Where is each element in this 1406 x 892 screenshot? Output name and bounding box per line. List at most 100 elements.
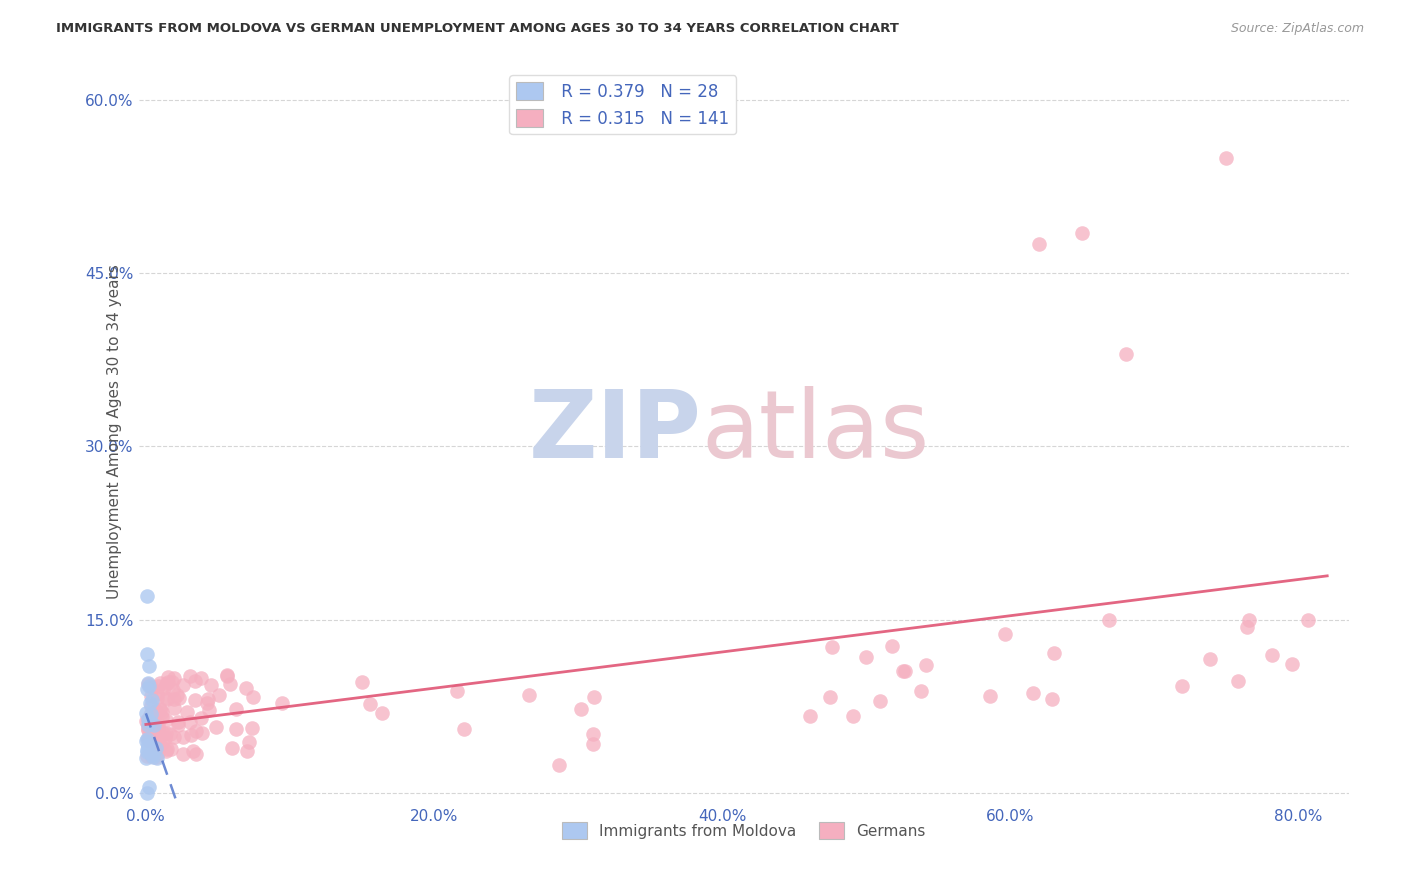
Point <box>569 701 592 715</box>
Point <box>179 668 201 682</box>
Point <box>1171 680 1194 694</box>
Point <box>1040 692 1063 706</box>
Point <box>842 708 865 723</box>
Point <box>184 747 207 761</box>
Point <box>146 746 169 760</box>
Point <box>136 590 159 604</box>
Point <box>148 739 170 753</box>
Point <box>141 693 163 707</box>
Point <box>149 701 172 715</box>
Point <box>155 690 177 705</box>
Point <box>225 723 247 737</box>
Point <box>270 696 292 710</box>
Point <box>136 732 159 747</box>
Point <box>136 719 159 733</box>
Point <box>1115 347 1137 361</box>
Point <box>583 690 606 704</box>
Point <box>136 732 159 747</box>
Text: Source: ZipAtlas.com: Source: ZipAtlas.com <box>1230 22 1364 36</box>
Point <box>582 737 605 751</box>
Point <box>162 683 184 698</box>
Point <box>190 671 212 685</box>
Point <box>142 714 165 729</box>
Point <box>166 688 188 702</box>
Point <box>145 739 167 754</box>
Point <box>453 723 475 737</box>
Point <box>163 671 186 685</box>
Point <box>181 744 204 758</box>
Point <box>242 690 264 704</box>
Point <box>208 688 231 702</box>
Point <box>143 718 166 732</box>
Point <box>153 681 176 695</box>
Point <box>215 669 238 683</box>
Point <box>155 726 177 740</box>
Point <box>150 736 173 750</box>
Point <box>197 703 219 717</box>
Point <box>143 714 166 728</box>
Point <box>236 744 259 758</box>
Point <box>145 732 167 747</box>
Point <box>139 698 162 713</box>
Point <box>138 707 160 722</box>
Legend: Immigrants from Moldova, Germans: Immigrants from Moldova, Germans <box>557 816 931 845</box>
Point <box>139 696 162 710</box>
Point <box>136 718 159 732</box>
Point <box>136 743 159 757</box>
Point <box>235 681 257 696</box>
Point <box>148 722 170 736</box>
Point <box>138 678 160 692</box>
Point <box>135 750 157 764</box>
Point <box>136 681 159 696</box>
Point <box>136 723 159 738</box>
Point <box>891 664 914 678</box>
Point <box>1199 651 1222 665</box>
Point <box>146 679 169 693</box>
Point <box>359 697 381 711</box>
Point <box>1236 620 1258 634</box>
Point <box>136 748 159 763</box>
Point <box>136 723 159 737</box>
Point <box>145 704 167 718</box>
Point <box>548 758 571 772</box>
Point <box>146 687 169 701</box>
Point <box>818 690 841 704</box>
Point <box>150 710 173 724</box>
Point <box>136 745 159 759</box>
Point <box>880 639 903 653</box>
Point <box>135 706 157 721</box>
Point <box>141 748 163 763</box>
Point <box>167 690 190 705</box>
Point <box>146 717 169 731</box>
Point <box>156 675 179 690</box>
Point <box>138 780 160 794</box>
Point <box>155 713 177 727</box>
Point <box>1028 237 1050 252</box>
Point <box>821 640 844 654</box>
Point <box>143 704 166 718</box>
Point <box>160 742 183 756</box>
Point <box>799 708 821 723</box>
Point <box>138 676 160 690</box>
Point <box>894 664 917 678</box>
Point <box>219 677 242 691</box>
Point <box>141 680 163 694</box>
Point <box>146 691 169 706</box>
Point <box>215 668 238 682</box>
Point <box>156 742 179 756</box>
Point <box>149 703 172 717</box>
Point <box>139 723 162 738</box>
Point <box>156 692 179 706</box>
Point <box>1298 613 1320 627</box>
Point <box>139 749 162 764</box>
Point <box>1281 657 1303 671</box>
Point <box>136 786 159 800</box>
Point <box>180 728 202 742</box>
Point <box>155 744 177 758</box>
Point <box>910 684 932 698</box>
Point <box>1215 151 1237 165</box>
Point <box>152 726 174 740</box>
Point <box>172 730 194 744</box>
Point <box>136 647 159 661</box>
Point <box>148 733 170 747</box>
